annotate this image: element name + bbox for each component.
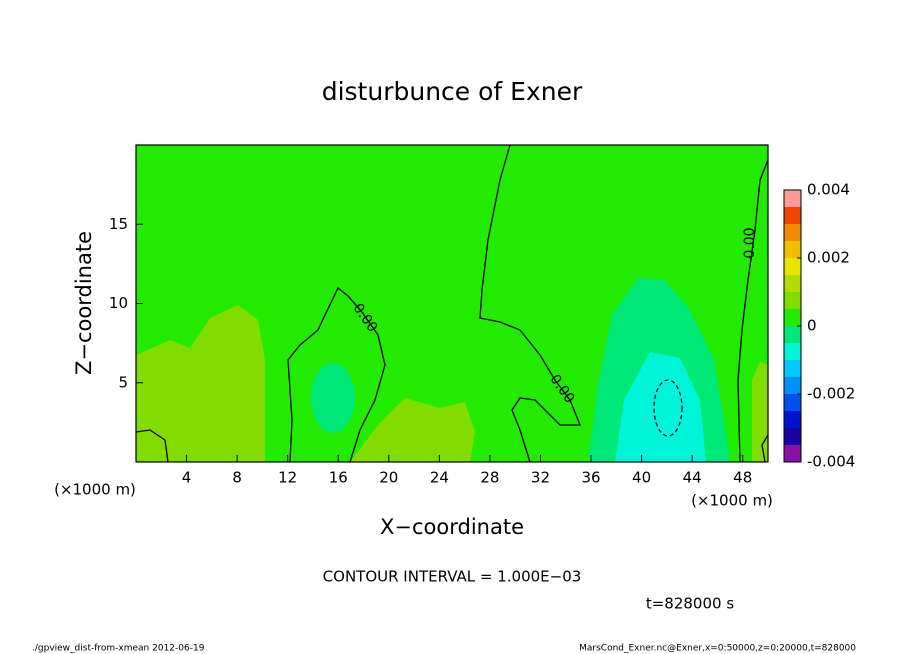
x-tick-label: 36: [581, 469, 600, 487]
contour-label: 0.00: [742, 227, 758, 258]
x-tick-label: 32: [531, 469, 550, 487]
colorbar-band: [784, 343, 801, 360]
contour-line: [737, 159, 769, 463]
colorbar-band: [784, 360, 801, 377]
x-tick-label: 8: [232, 469, 242, 487]
x-axis-label: X−coordinate: [380, 515, 524, 539]
time-label: t=828000 s: [646, 595, 734, 613]
contours: [135, 144, 769, 463]
y-tick-label: 5: [118, 373, 128, 391]
footer-left: ./gpview_dist-from-xmean 2012-06-19: [32, 644, 205, 654]
contour-line: [287, 286, 386, 463]
colorbar-band: [784, 377, 801, 394]
colorbar-tick-label: -0.002: [807, 385, 855, 403]
contour-line: [479, 144, 581, 463]
contour-interval: CONTOUR INTERVAL = 1.000E−03: [323, 568, 582, 586]
field: [136, 145, 768, 462]
colorbar-tick-label: 0: [807, 317, 817, 335]
contour-line: [135, 429, 169, 463]
colorbar-band: [784, 190, 801, 207]
x-tick-label: 20: [379, 469, 398, 487]
region: [136, 305, 265, 462]
colorbar-tick-label: -0.004: [807, 453, 855, 471]
chart-title: disturbunce of Exner: [322, 77, 583, 106]
colorbar-tick-label: 0.002: [807, 249, 850, 267]
contour-line: [761, 434, 769, 463]
y-tick-label: 15: [109, 215, 128, 233]
colorbar-band: [784, 445, 801, 462]
x-tick-label: 28: [480, 469, 499, 487]
colorbar-band: [784, 275, 801, 292]
y-axis-label: Z−coordinate: [72, 231, 96, 375]
colorbar-band: [784, 428, 801, 445]
y-unit: (×1000 m): [691, 492, 773, 510]
colorbar-band: [784, 292, 801, 309]
x-tick-label: 44: [683, 469, 702, 487]
colorbar-tick-label: 0.004: [807, 181, 850, 199]
region: [615, 352, 706, 462]
colorbar-band: [784, 258, 801, 275]
contour-line: [653, 379, 683, 437]
x-tick-label: 16: [329, 469, 348, 487]
region: [752, 362, 768, 462]
region: [311, 363, 355, 433]
y-tick-label: 10: [109, 294, 128, 312]
colorbar-band: [784, 309, 801, 326]
region: [350, 398, 475, 462]
x-tick-label: 40: [632, 469, 651, 487]
colorbar-band: [784, 224, 801, 241]
colorbar-band: [784, 326, 801, 343]
x-tick-label: 4: [182, 469, 192, 487]
x-tick-label: 12: [278, 469, 297, 487]
x-tick-label: 24: [430, 469, 449, 487]
colorbar-band: [784, 241, 801, 258]
footer-right: MarsCond_Exner.nc@Exner,x=0:50000,z=0:20…: [579, 644, 856, 654]
x-unit: (×1000 m): [54, 481, 136, 499]
colorbar-band: [784, 394, 801, 411]
colorbar-band: [784, 411, 801, 428]
x-tick-label: 48: [733, 469, 752, 487]
colorbar-band: [784, 207, 801, 224]
